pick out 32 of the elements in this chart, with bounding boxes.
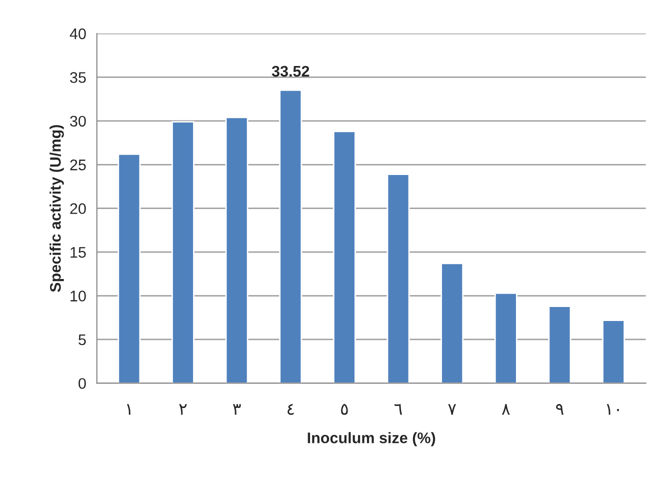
y-tick-label: 30 (70, 116, 86, 127)
data-label: 33.52 (272, 66, 310, 77)
bar (440, 262, 464, 384)
y-tick-label: 40 (70, 28, 86, 40)
x-tick-label: ٧ (448, 404, 456, 415)
y-axis-title: Specific activity (U/mg) (50, 125, 64, 292)
y-tick-label: 15 (70, 247, 86, 258)
y-tick-label: 10 (70, 290, 86, 302)
x-tick-label: ١ (126, 404, 130, 415)
x-tick-label: ٤ (288, 404, 294, 415)
bar (494, 292, 518, 384)
bar (279, 89, 302, 384)
x-tick-label: ٥ (341, 404, 348, 415)
bar (172, 121, 194, 384)
y-tick-label: 35 (70, 72, 86, 83)
bar (386, 174, 410, 384)
x-tick-label: ٩ (556, 404, 564, 415)
bar (548, 306, 572, 384)
y-tick-label: 20 (70, 203, 86, 214)
y-tick-label: 5 (78, 334, 86, 346)
x-tick-label: ٦ (394, 404, 402, 415)
bar (602, 320, 625, 384)
y-tick-label: 0 (78, 378, 86, 389)
x-axis-title: Inoculum size (%) (308, 432, 436, 446)
bar (225, 116, 248, 384)
x-tick-label: ٨ (502, 404, 510, 415)
bar (332, 130, 356, 384)
bar (118, 153, 141, 384)
x-tick-label: ٢ (179, 404, 187, 415)
x-tick-label: ٣ (232, 404, 241, 415)
x-tick-label: ١٠ (606, 404, 619, 415)
y-tick-label: 25 (70, 160, 86, 170)
